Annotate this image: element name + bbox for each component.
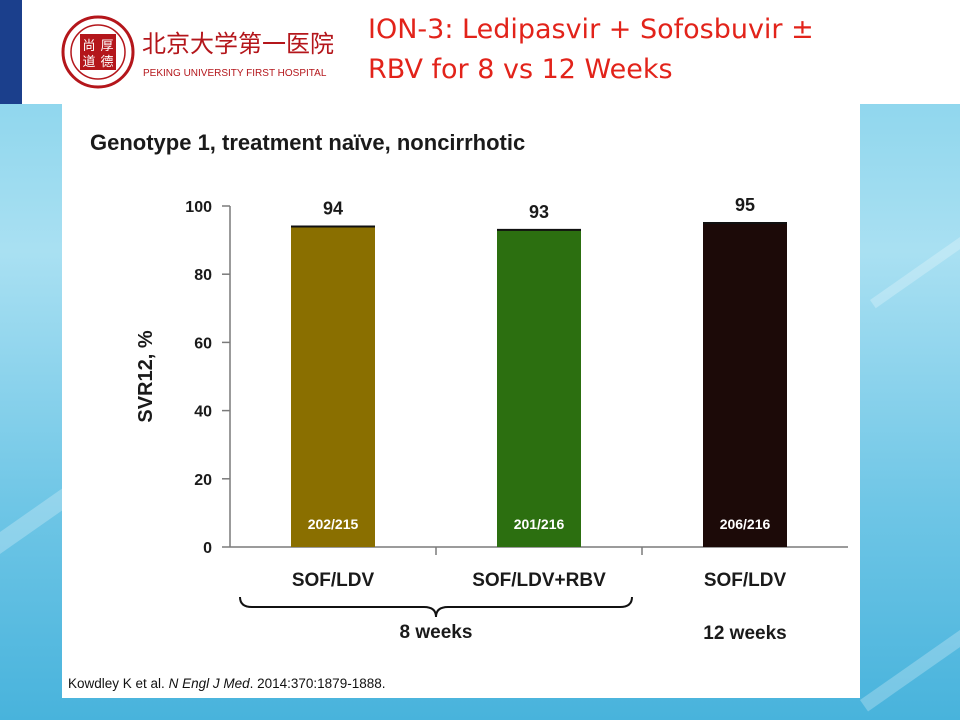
- y-tick-label: 60: [194, 335, 212, 352]
- background-streak: [860, 585, 960, 712]
- logo-chinese-name: 北京大学第一医院: [142, 31, 334, 58]
- slide-content: Genotype 1, treatment naïve, noncirrhoti…: [62, 104, 860, 698]
- citation-details: . 2014:370:1879-1888.: [249, 676, 386, 691]
- bar-count-label: 202/215: [308, 516, 359, 532]
- bar-value-label: 93: [529, 202, 549, 222]
- group-label: 12 weeks: [703, 623, 786, 644]
- slide-title-line-1: ION-3: Ledipasvir + Sofosbuvir ±: [368, 14, 814, 45]
- slide-header: 尚 厚 道 德 北京大学第一医院 PEKING UNIVERSITY FIRST…: [22, 0, 960, 104]
- bar-count-label: 201/216: [514, 516, 565, 532]
- y-tick-label: 100: [185, 199, 212, 216]
- hospital-logo: 尚 厚 道 德 北京大学第一医院 PEKING UNIVERSITY FIRST…: [60, 14, 350, 90]
- citation-journal: N Engl J Med: [168, 676, 250, 691]
- y-axis-label: SVR12, %: [135, 330, 157, 422]
- y-tick-label: 40: [194, 404, 212, 421]
- bar-2: [497, 229, 581, 547]
- bar-value-label: 94: [323, 198, 343, 218]
- header-accent-bar: [0, 0, 22, 104]
- seal-char: 道: [82, 54, 95, 69]
- y-tick-label: 0: [203, 540, 212, 557]
- y-tick-label: 20: [194, 472, 212, 489]
- seal-char: 厚: [100, 38, 113, 53]
- bar-1: [291, 226, 375, 547]
- bar-count-label: 206/216: [720, 516, 771, 532]
- y-tick-label: 80: [194, 267, 212, 284]
- bar-value-label: 95: [735, 195, 755, 215]
- x-category-label: SOF/LDV: [292, 570, 375, 591]
- seal-char: 尚: [82, 38, 95, 53]
- x-category-label: SOF/LDV: [704, 570, 787, 591]
- hospital-seal-icon: 尚 厚 道 德 北京大学第一医院 PEKING UNIVERSITY FIRST…: [61, 15, 334, 89]
- slide-title: ION-3: Ledipasvir + Sofosbuvir ± RBV for…: [368, 10, 960, 90]
- slide-title-line-2: RBV for 8 vs 12 Weeks: [368, 54, 673, 85]
- bar-3: [703, 223, 787, 548]
- logo-english-name: PEKING UNIVERSITY FIRST HOSPITAL: [143, 68, 327, 79]
- citation: Kowdley K et al. N Engl J Med. 2014:370:…: [68, 676, 385, 691]
- x-category-label: SOF/LDV+RBV: [472, 570, 606, 591]
- bar-chart: 0 20 40 60 80 100 SVR12, % 94 202/215 SOF/LDV 93 2…: [135, 195, 848, 644]
- background-streak: [870, 196, 960, 309]
- chart-title: Genotype 1, treatment naïve, noncirrhoti…: [90, 130, 526, 155]
- citation-authors: Kowdley K et al.: [68, 676, 169, 691]
- seal-char: 德: [100, 54, 113, 69]
- group-label: 8 weeks: [400, 622, 473, 643]
- group-brace: [239, 596, 633, 618]
